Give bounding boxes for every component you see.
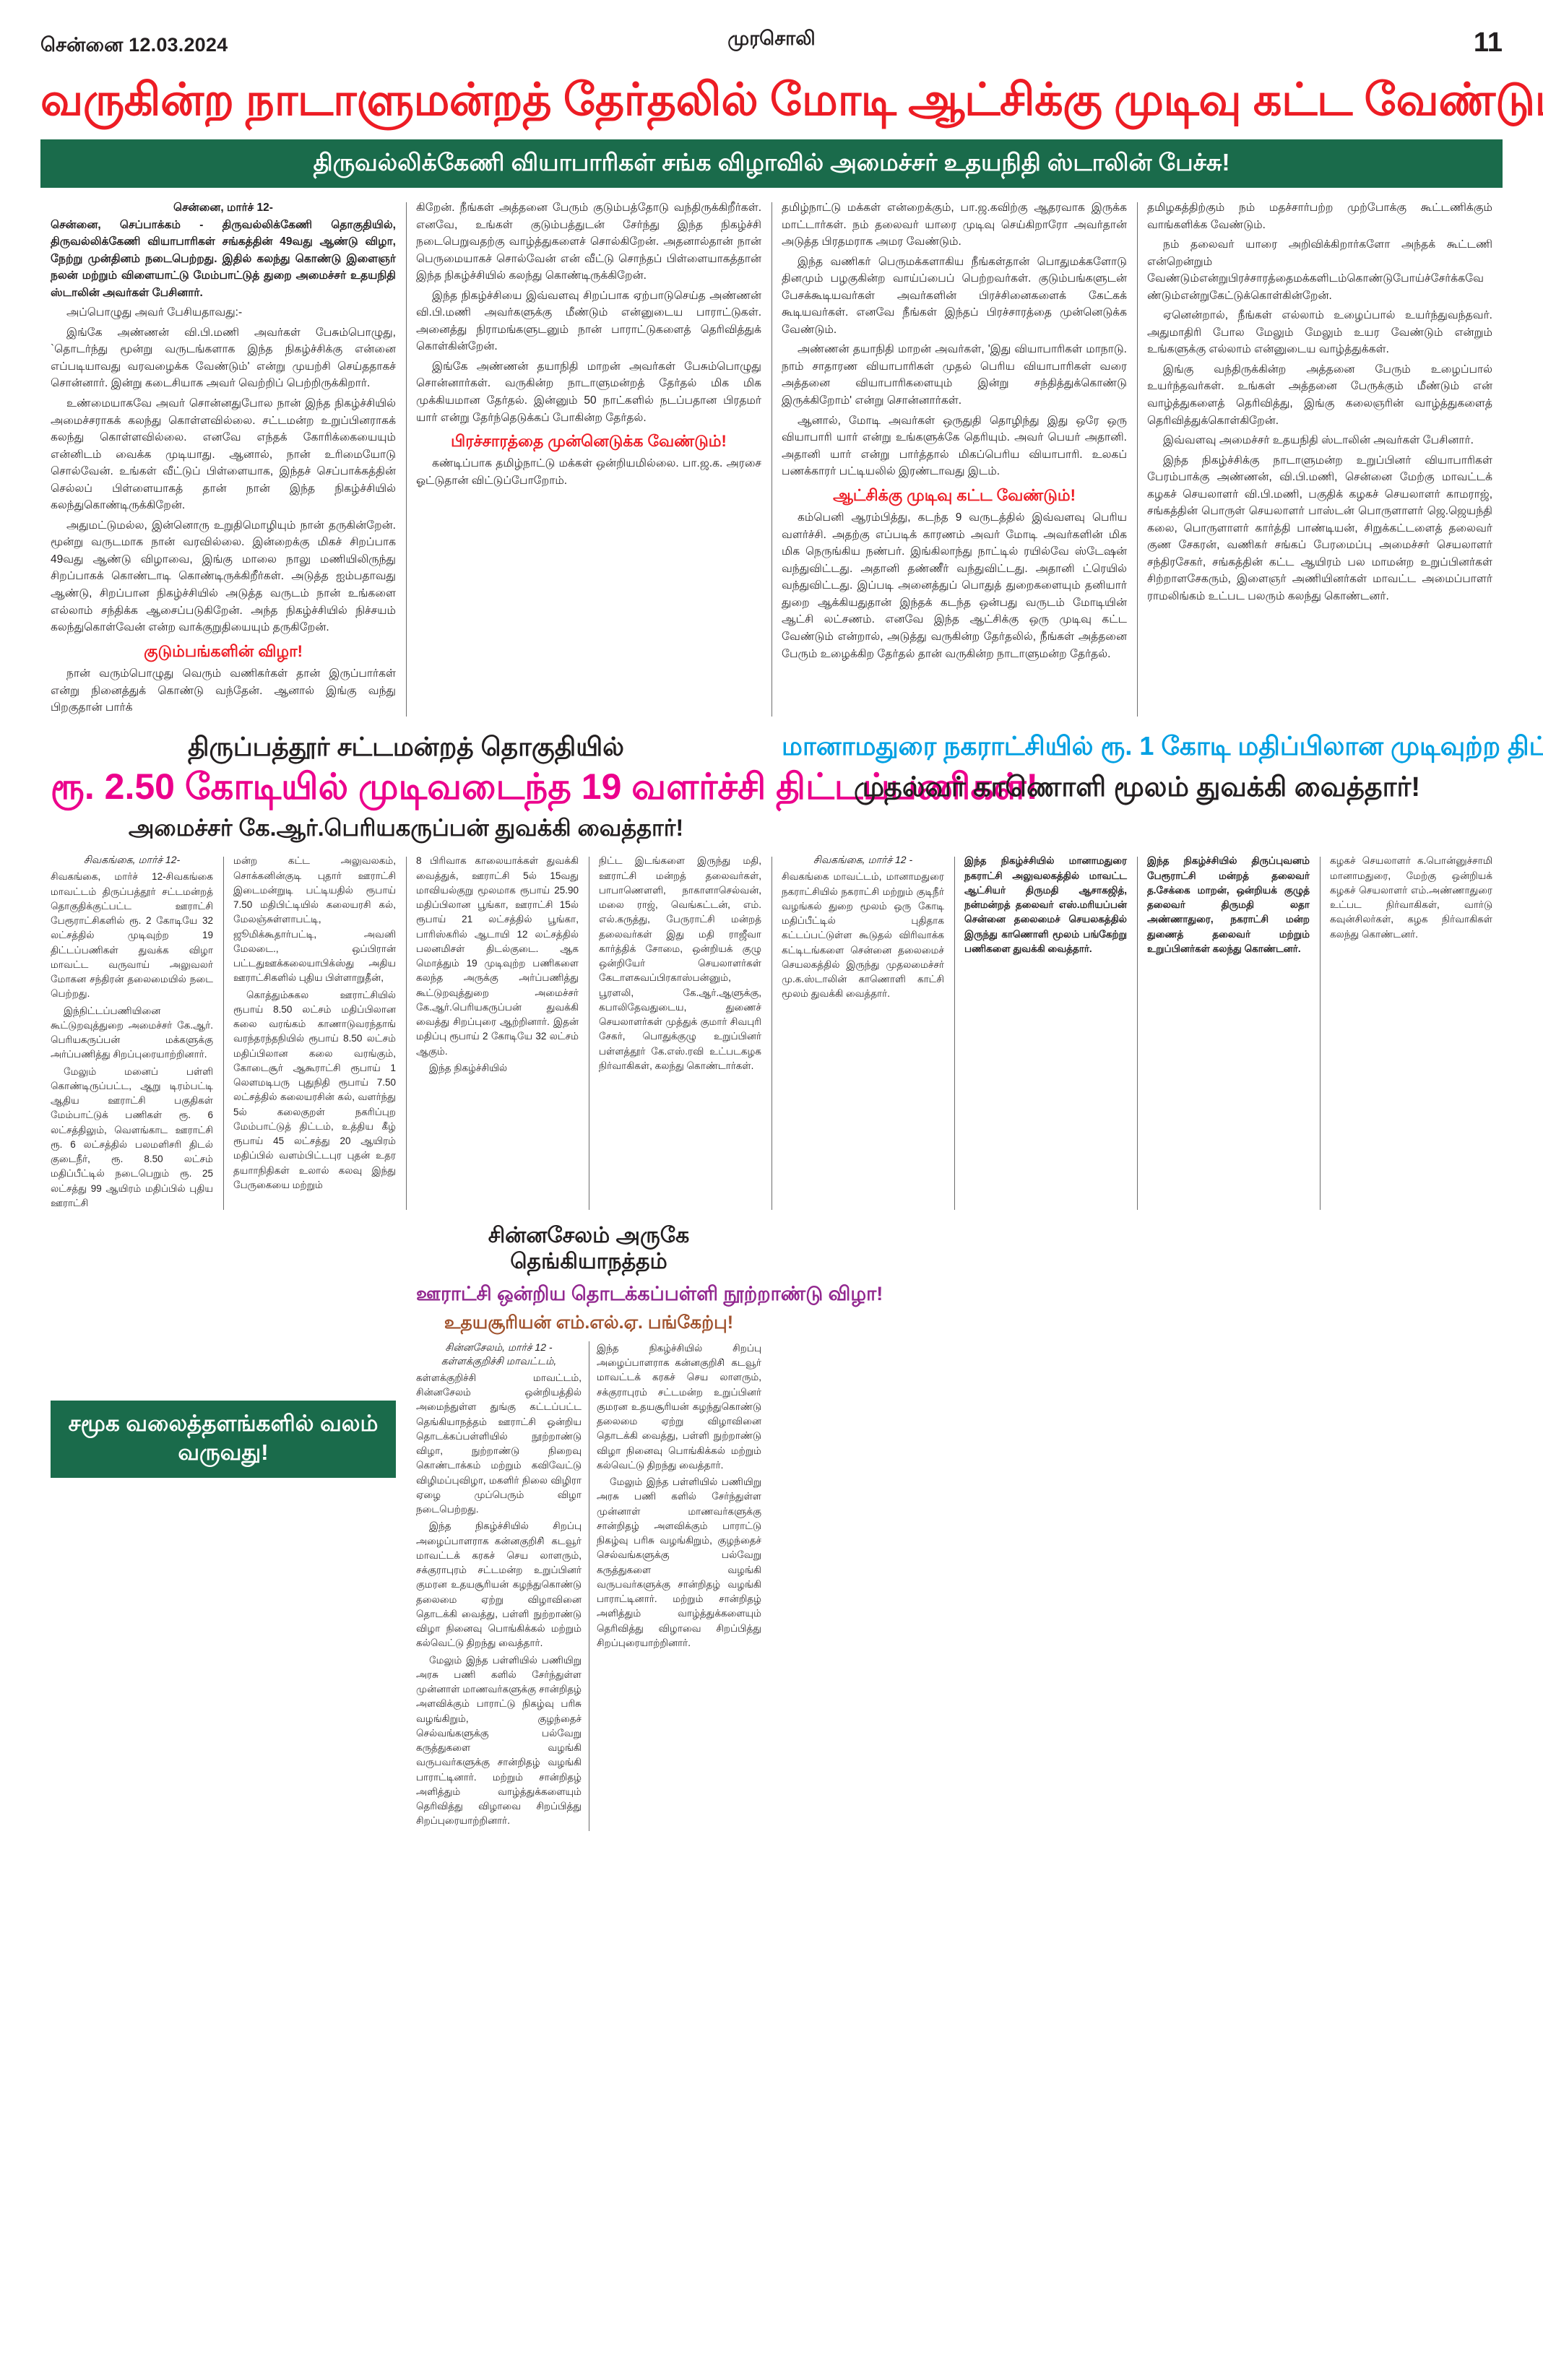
- lead-headline: வருகின்ற நாடாளுமன்றத் தேர்தலில் மோடி ஆட்…: [40, 75, 1543, 125]
- lead-column-1: சென்னை, மார்ச் 12- சென்னை, செப்பாக்கம் -…: [40, 199, 406, 719]
- paragraph: தமிழ்நாட்டு மக்கள் என்றைக்கும், பா.ஜ.கவி…: [782, 201, 1127, 248]
- dateline: சென்னை, மார்ச் 12-: [173, 201, 273, 214]
- article2-dateline: சிவகங்கை, மார்ச் 12-: [83, 854, 181, 866]
- article2-header: திருப்பத்தூர் சட்டமன்றத் தொகுதியில் ரூ. …: [40, 731, 1039, 843]
- article3-column-4: கழகச் செயலாளர் க.பொன்னுச்சாமி மானாமதுரை,…: [1320, 854, 1503, 1213]
- paragraph: இங்கே அண்ணன் வி.பி.மணி அவர்கள் பேசும்பொழ…: [51, 326, 396, 390]
- paragraph: கண்டிப்பாக தமிழ்நாட்டு மக்கள் ஒன்றியமில்…: [416, 457, 761, 488]
- mid-headline-row: திருப்பத்தூர் சட்டமன்றத் தொகுதியில் ரூ. …: [40, 730, 1543, 843]
- bottom-row: சமூக வலைத்தளங்களில் வலம் வருவது! சின்னசே…: [40, 1220, 1503, 1831]
- article2-column-2: மன்ற கட்ட அலுவலகம், சொக்கனின்குடி புதார்…: [223, 854, 406, 1213]
- article3-headline: மானாமதுரை நகராட்சியில் ரூ. 1 கோடி மதிப்ப…: [782, 730, 1543, 761]
- article2-column-4: நிட்ட இடங்களை இருந்து மதி, ஊராட்சி மன்றத…: [589, 854, 772, 1213]
- paragraph: கொத்தும்சுகல ஊராட்சியில் ரூபாய் 8.50 லட்…: [233, 989, 396, 1190]
- paragraph: மேலும் இந்த பள்ளியில் பணியிறு அரசு பணி க…: [597, 1476, 761, 1648]
- paragraph: இந்த நிகழ்ச்சியை இவ்வளவு சிறப்பாக ஏற்பாட…: [416, 289, 761, 353]
- lead-column-3: தமிழ்நாட்டு மக்கள் என்றைக்கும், பா.ஜ.கவி…: [772, 199, 1137, 719]
- paragraph: மேலும் மனைப் பள்ளி கொண்டிருப்பட்ட, ஆறு ட…: [51, 1065, 213, 1208]
- article3-dateline: சிவகங்கை, மார்ச் 12 -: [813, 854, 913, 866]
- lead-article-columns: சென்னை, மார்ச் 12- சென்னை, செப்பாக்கம் -…: [40, 199, 1503, 719]
- paragraph: அதுமட்டுமல்ல, இன்னொரு உறுதிமொழியும் நான்…: [51, 519, 396, 634]
- masthead: சென்னை 12.03.2024 முரசொலி 11: [40, 0, 1503, 65]
- paragraph: கம்பெனி ஆரம்பித்து, கடந்த 9 வருடத்தில் இ…: [782, 511, 1127, 660]
- lead-dateline-paragraph: சென்னை, மார்ச் 12- சென்னை, செப்பாக்கம் -…: [51, 199, 396, 301]
- article3-column-2: இந்த நிகழ்ச்சியில் மானாமதுரை நகராட்சி அல…: [954, 854, 1137, 1213]
- paragraph: இந்த நிகழ்ச்சியில்: [429, 1062, 508, 1073]
- subheading: ஆட்சிக்கு முடிவு கட்ட வேண்டும்!: [833, 485, 1076, 504]
- article2-kicker: திருப்பத்தூர் சட்டமன்றத் தொகுதியில்: [187, 731, 625, 761]
- promo-banner[interactable]: சமூக வலைத்தளங்களில் வலம் வருவது!: [51, 1401, 396, 1478]
- article4-deck: உதயசூரியன் எம்.எல்.ஏ. பங்கேற்பு!: [444, 1312, 734, 1333]
- paragraph: இவ்வளவு அமைச்சர் உதயநிதி ஸ்டாலின் அவர்கள…: [1163, 434, 1474, 447]
- article4-column-1: சின்னசேலம், மார்ச் 12 - கள்ளக்குறிச்சி ம…: [416, 1341, 589, 1831]
- paragraph: இந்த வணிகர் பெருமக்களாகிய நீங்கள்தான் பொ…: [782, 255, 1127, 336]
- article3-column-1: சிவகங்கை, மார்ச் 12 - சிவகங்கை மாவட்டம்,…: [772, 854, 954, 1213]
- paragraph: தமிழகத்திற்கும் நம் மதச்சார்பற்ற முற்போக…: [1147, 201, 1492, 231]
- article4-kicker: சின்னசேலம் அருகே தெங்கியாநத்தம்: [488, 1224, 690, 1274]
- paragraph: சிவகங்கை, மார்ச் 12-சிவகங்கை மாவட்டம் தி…: [51, 871, 213, 1000]
- article4-column-2: இந்த நிகழ்ச்சியில் சிறப்பு அழைப்பாளராக க…: [589, 1341, 761, 1831]
- masthead-edition: சென்னை 12.03.2024: [40, 34, 228, 56]
- paragraph: உண்மையாகவே அவர் சொன்னதுபோல நான் இந்த நிக…: [51, 397, 396, 512]
- bottom-left-block: சமூக வலைத்தளங்களில் வலம் வருவது!: [40, 1220, 406, 1830]
- paragraph: மன்ற கட்ட அலுவலகம், சொக்கனின்குடி புதார்…: [233, 855, 396, 984]
- subheading: குடும்பங்களின் விழா!: [144, 641, 303, 660]
- paragraph: இந்த நிகழ்ச்சியில் மானாமதுரை நகராட்சி அல…: [964, 855, 1127, 954]
- paragraph: கள்ளக்குறிச்சி மாவட்டம், சின்னசேலம் ஒன்ற…: [416, 1372, 582, 1515]
- mid-article-columns: சிவகங்கை, மார்ச் 12- சிவகங்கை, மார்ச் 12…: [40, 854, 1503, 1213]
- lead-column-2: கிறேன். நீங்கள் அத்தனை பேரும் குடும்பத்த…: [406, 199, 772, 719]
- paragraph: இந்நிட்டப்பணியினை கூட்டுறவுத்துறை அமைச்ச…: [51, 1005, 213, 1060]
- article2-column-3: 8 பிரிவாக காலையாக்கள் துவக்கி வைத்துக், …: [406, 854, 589, 1213]
- paragraph: நம் தலைவர் யாரை அறிவிக்கிறார்களோ அந்தக் …: [1147, 238, 1492, 302]
- paragraph: இந்த நிகழ்ச்சிக்கு நாடாளுமன்ற உறுப்பினர்…: [1147, 454, 1492, 603]
- paragraph: சிவகங்கை மாவட்டம், மானாமதுரை நகராட்சியில…: [782, 871, 944, 1000]
- article2-deck: அமைச்சர் கே.ஆர்.பெரியகருப்பன் துவக்கி வை…: [128, 815, 684, 841]
- article4-block: சின்னசேலம் அருகே தெங்கியாநத்தம் ஊராட்சி …: [406, 1220, 883, 1831]
- article4-dateline: சின்னசேலம், மார்ச் 12 - கள்ளக்குறிச்சி ம…: [441, 1341, 557, 1367]
- article3-column-3: இந்த நிகழ்ச்சியில் திருப்புவனம் பேரூராட்…: [1137, 854, 1320, 1213]
- page-number: 11: [1473, 27, 1503, 58]
- paragraph: 8 பிரிவாக காலையாக்கள் துவக்கி வைத்துக், …: [416, 855, 579, 1057]
- subheading: பிரச்சாரத்தை முன்னெடுக்க வேண்டும்!: [451, 432, 727, 451]
- paragraph: ஏனென்றால், நீங்கள் எல்லாம் உழைப்பால் உயர…: [1147, 309, 1492, 356]
- paragraph: இந்த நிகழ்ச்சியில் திருப்புவனம் பேரூராட்…: [1147, 855, 1310, 954]
- article4-headline: ஊராட்சி ஒன்றிய தொடக்கப்பள்ளி நூற்றாண்டு …: [416, 1283, 883, 1305]
- paragraph: இங்கே அண்ணன் தயாநிதி மாறன் அவர்கள் பேசும…: [416, 360, 761, 424]
- paragraph: நான் வரும்பொழுது வெரும் வணிகர்கள் தான் இ…: [51, 667, 396, 714]
- masthead-title: முரசொலி: [727, 27, 816, 49]
- paragraph: அண்ணன் தயாநிதி மாறன் அவர்கள், 'இது வியாப…: [782, 343, 1127, 407]
- lead-paragraph: சென்னை, செப்பாக்கம் - திருவல்லிக்கேணி தொ…: [51, 218, 396, 299]
- article2-column-1: சிவகங்கை, மார்ச் 12- சிவகங்கை, மார்ச் 12…: [40, 854, 223, 1213]
- paragraph: அப்பொழுது அவர் பேசியதாவது:-: [66, 306, 243, 319]
- lead-deck: திருவல்லிக்கேணி வியாபாரிகள் சங்க விழாவில…: [40, 139, 1503, 188]
- article3-deck: முதல்வர் காணொளி மூலம் துவக்கி வைத்தார்!: [853, 772, 1421, 803]
- paragraph: மேலும் இந்த பள்ளியில் பணியிறு அரசு பணி க…: [416, 1654, 582, 1827]
- bottom-right-block: [772, 1220, 1503, 1830]
- paragraph: இந்த நிகழ்ச்சியில் சிறப்பு அழைப்பாளராக க…: [597, 1342, 761, 1471]
- paragraph: நிட்ட இடங்களை இருந்து மதி, ஊராட்சி மன்றத…: [599, 855, 761, 1071]
- article2-headline: ரூ. 2.50 கோடியில் முடிவடைந்த 19 வளர்ச்சி…: [51, 766, 1039, 807]
- paragraph: கழகச் செயலாளர் க.பொன்னுச்சாமி மானாமதுரை,…: [1330, 855, 1492, 940]
- lead-column-4: தமிழகத்திற்கும் நம் மதச்சார்பற்ற முற்போக…: [1137, 199, 1503, 719]
- paragraph: இந்த நிகழ்ச்சியில் சிறப்பு அழைப்பாளராக க…: [416, 1520, 582, 1649]
- paragraph: இங்கு வந்திருக்கின்ற அத்தனை பேரும் உழைப்…: [1147, 363, 1492, 427]
- article3-header: மானாமதுரை நகராட்சியில் ரூ. 1 கோடி மதிப்ப…: [772, 730, 1543, 843]
- paragraph: கிறேன். நீங்கள் அத்தனை பேரும் குடும்பத்த…: [416, 201, 761, 282]
- paragraph: ஆனால், மோடி அவர்கள் ஒருதுதி தொழிந்து இது…: [782, 414, 1127, 478]
